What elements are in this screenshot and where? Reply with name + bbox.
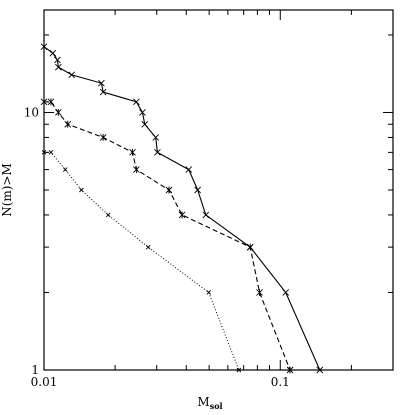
data-point bbox=[202, 211, 210, 219]
data-point bbox=[316, 366, 324, 374]
data-point bbox=[185, 166, 193, 173]
data-point bbox=[165, 186, 173, 194]
data-point bbox=[133, 166, 140, 174]
data-point bbox=[40, 43, 48, 51]
data-point bbox=[236, 367, 242, 373]
y-tick-label: 1 bbox=[31, 363, 39, 377]
data-point bbox=[246, 243, 254, 251]
data-point bbox=[154, 149, 161, 156]
data-point bbox=[49, 49, 57, 57]
data-point bbox=[194, 186, 201, 194]
y-tick-label: 10 bbox=[24, 105, 39, 119]
data-point bbox=[99, 88, 107, 96]
series-line bbox=[44, 101, 291, 371]
series-layer bbox=[40, 43, 324, 374]
data-point bbox=[40, 98, 48, 106]
data-point bbox=[178, 211, 186, 219]
tick-labels: 0.01 0.1 1 10 bbox=[24, 105, 290, 389]
data-point bbox=[105, 212, 111, 218]
data-point bbox=[99, 133, 107, 141]
data-point bbox=[286, 366, 294, 374]
data-point bbox=[139, 109, 146, 116]
data-point bbox=[54, 56, 61, 64]
data-point bbox=[133, 98, 140, 106]
data-point bbox=[64, 120, 72, 128]
x-axis-title-main: M bbox=[197, 395, 209, 409]
data-point bbox=[152, 134, 160, 141]
series-line bbox=[44, 151, 240, 371]
data-point bbox=[141, 120, 149, 128]
y-axis-title: N(m)>M bbox=[0, 163, 14, 217]
data-point bbox=[98, 79, 105, 87]
x-axis-title-sub: sol bbox=[210, 401, 223, 411]
x-tick-label: 0.1 bbox=[271, 375, 290, 389]
data-point bbox=[55, 108, 62, 116]
data-point bbox=[145, 244, 151, 250]
data-point bbox=[41, 150, 47, 155]
plot-frame bbox=[43, 9, 394, 371]
x-axis-title: Msol bbox=[197, 395, 222, 411]
series-dotted bbox=[41, 150, 242, 373]
axis-ticks bbox=[43, 10, 394, 371]
data-point bbox=[62, 167, 68, 172]
series-solid bbox=[40, 43, 324, 374]
data-point bbox=[47, 98, 55, 106]
data-point bbox=[206, 290, 212, 295]
series-dashed bbox=[40, 98, 294, 374]
data-point bbox=[129, 148, 136, 156]
data-point bbox=[256, 288, 263, 296]
x-tick-label: 0.01 bbox=[31, 375, 58, 389]
data-point bbox=[79, 187, 84, 193]
data-point bbox=[68, 71, 76, 79]
data-point bbox=[48, 150, 54, 155]
data-point bbox=[55, 63, 62, 71]
series-line bbox=[43, 46, 321, 371]
data-point bbox=[282, 289, 290, 296]
